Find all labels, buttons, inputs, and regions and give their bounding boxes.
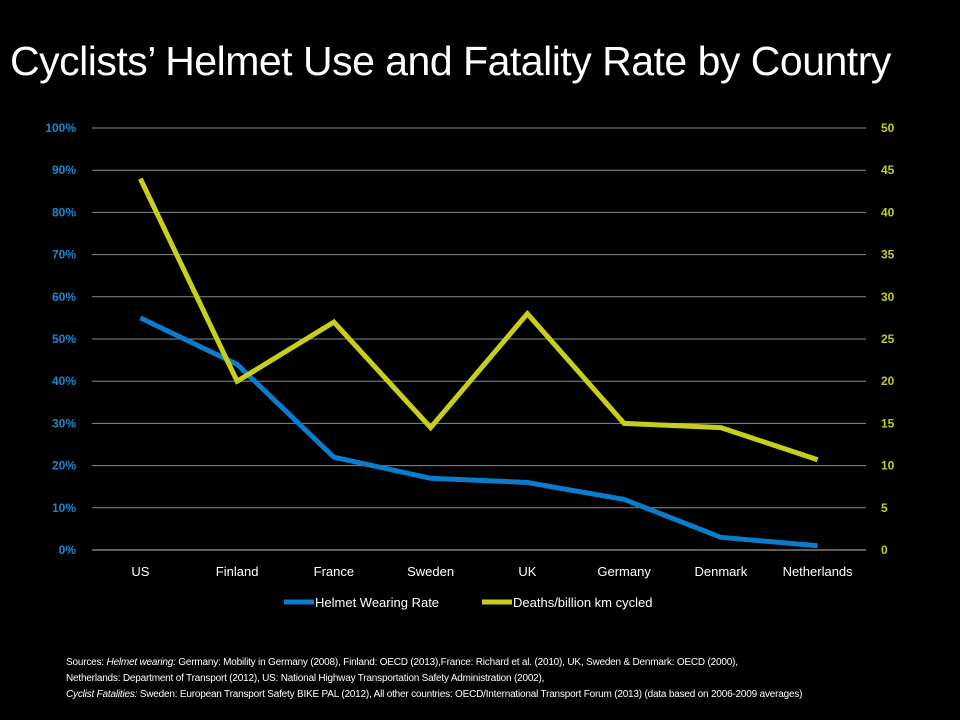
sources-helmet-text: Germany: Mobility in Germany (2008), Fin… [175,657,738,668]
legend-label: Deaths/billion km cycled [513,595,652,610]
left-axis-tick-label: 40% [52,374,76,388]
right-axis-tick-label: 20 [881,374,895,388]
sources-fatalities-text: Sweden: European Transport Safety BIKE P… [137,689,803,700]
left-axis-tick-label: 20% [52,459,76,473]
sources-prefix: Sources: [66,657,107,668]
x-axis-tick-label: Denmark [695,564,748,579]
x-axis-tick-label: US [131,564,149,579]
series-line-deaths-per-billion-km [138,177,819,463]
left-axis-tick-label: 90% [52,163,76,177]
left-axis-tick-label: 0% [59,543,77,557]
right-axis-tick-label: 5 [881,501,888,515]
legend-label: Helmet Wearing Rate [315,595,439,610]
sources-fatalities-label: Cyclist Fatalities: [66,689,138,700]
sources-note: Sources: Helmet wearing: Germany: Mobili… [66,655,802,703]
right-axis-tick-label: 15 [881,416,895,430]
chart-title: Cyclists’ Helmet Use and Fatality Rate b… [10,38,891,84]
right-axis-tick-label: 25 [881,332,895,346]
x-axis-tick-label: Netherlands [783,564,854,579]
sources-line-2: Netherlands: Department of Transport (20… [66,673,545,684]
left-axis-tick-label: 30% [52,416,76,430]
x-axis-tick-label: UK [518,564,536,579]
x-axis-tick-label: Sweden [407,564,454,579]
left-axis-tick-label: 60% [52,290,76,304]
x-axis-tick-label: Finland [216,564,259,579]
right-axis-tick-label: 40 [881,205,895,219]
right-axis-tick-label: 0 [881,543,888,557]
right-axis-tick-label: 35 [881,248,895,262]
left-axis-tick-label: 100% [45,121,76,135]
right-axis-tick-label: 30 [881,290,895,304]
left-axis-tick-label: 70% [52,248,76,262]
right-axis-tick-label: 10 [881,459,895,473]
left-axis-tick-label: 80% [52,205,76,219]
sources-helmet-label: Helmet wearing: [106,657,176,668]
right-axis-tick-label: 50 [881,121,895,135]
x-axis-tick-label: France [314,564,354,579]
x-axis-tick-label: Germany [597,564,651,579]
series-line-helmet-wearing-rate [139,315,818,549]
left-axis-tick-label: 10% [52,501,76,515]
left-axis-tick-label: 50% [52,332,76,346]
right-axis-tick-label: 45 [881,163,895,177]
